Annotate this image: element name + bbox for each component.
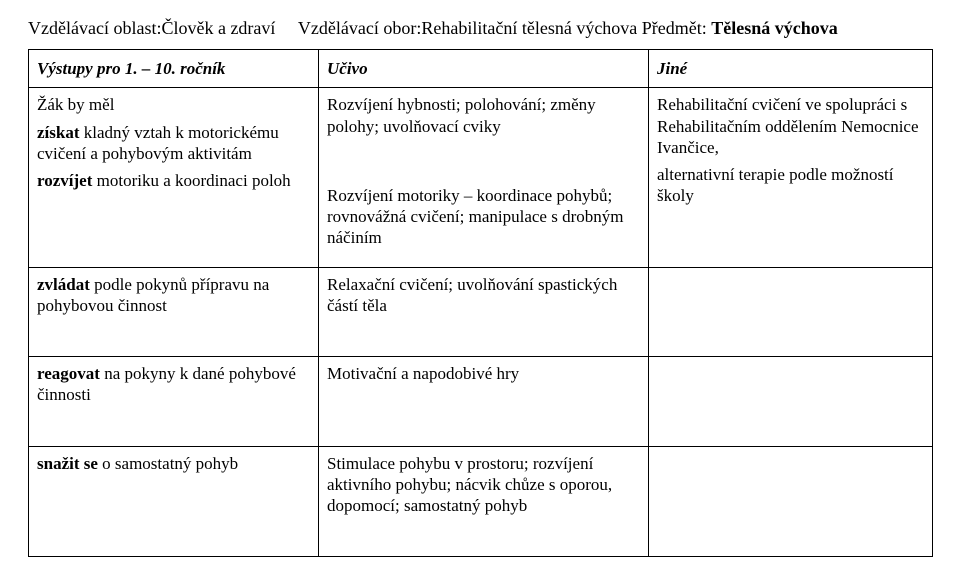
- other-text: Rehabilitační cvičení ve spolupráci s Re…: [657, 94, 924, 158]
- cell-other: [649, 446, 933, 557]
- field-label: Vzdělávací obor:: [298, 18, 421, 38]
- field-value: Rehabilitační tělesná výchova: [421, 18, 637, 38]
- col-header-curriculum: Učivo: [319, 50, 649, 88]
- cell-outcomes: snažit se o samostatný pohyb: [29, 446, 319, 557]
- curriculum-table: Výstupy pro 1. – 10. ročník Učivo Jiné Ž…: [28, 49, 933, 557]
- outcome-verb: reagovat: [37, 364, 100, 383]
- other-text: alternativní terapie podle možností škol…: [657, 164, 924, 207]
- outcome-verb: zvládat: [37, 275, 90, 294]
- cell-other: Rehabilitační cvičení ve spolupráci s Re…: [649, 88, 933, 267]
- table-row: snažit se o samostatný pohyb Stimulace p…: [29, 446, 933, 557]
- cell-curriculum: Stimulace pohybu v prostoru; rozvíjení a…: [319, 446, 649, 557]
- outcome-verb: získat: [37, 123, 80, 142]
- outcome-line: rozvíjet motoriku a koordinaci poloh: [37, 170, 310, 191]
- outcome-verb: rozvíjet: [37, 171, 92, 190]
- cell-curriculum: Motivační a napodobivé hry: [319, 357, 649, 447]
- cell-other: [649, 357, 933, 447]
- cell-curriculum: Relaxační cvičení; uvolňování spastickýc…: [319, 267, 649, 357]
- subject-label: Předmět:: [642, 18, 712, 38]
- area-value: Člověk a zdraví: [161, 18, 275, 38]
- pupil-should: Žák by měl: [37, 94, 310, 115]
- table-row: zvládat podle pokynů přípravu na pohybov…: [29, 267, 933, 357]
- field-block: Vzdělávací obor:Rehabilitační tělesná vý…: [298, 18, 838, 38]
- col-header-outcomes: Výstupy pro 1. – 10. ročník: [29, 50, 319, 88]
- cell-other: [649, 267, 933, 357]
- outcome-line: získat kladný vztah k motorickému cvičen…: [37, 122, 310, 165]
- table-header-row: Výstupy pro 1. – 10. ročník Učivo Jiné: [29, 50, 933, 88]
- table-row: reagovat na pokyny k dané pohybové činno…: [29, 357, 933, 447]
- table-row: Žák by měl získat kladný vztah k motoric…: [29, 88, 933, 267]
- area-label: Vzdělávací oblast:: [28, 18, 161, 38]
- cell-outcomes: Žák by měl získat kladný vztah k motoric…: [29, 88, 319, 267]
- outcome-text: motoriku a koordinaci poloh: [92, 171, 290, 190]
- document-page: Vzdělávací oblast:Člověk a zdraví Vzdělá…: [0, 0, 960, 575]
- outcome-text: o samostatný pohyb: [98, 454, 238, 473]
- area-block: Vzdělávací oblast:Člověk a zdraví: [28, 18, 280, 38]
- outcome-verb: snažit se: [37, 454, 98, 473]
- col-header-other: Jiné: [649, 50, 933, 88]
- cell-outcomes: reagovat na pokyny k dané pohybové činno…: [29, 357, 319, 447]
- subject-value: Tělesná výchova: [711, 18, 838, 38]
- curriculum-text: Rozvíjení motoriky – koordinace pohybů; …: [327, 185, 640, 249]
- cell-outcomes: zvládat podle pokynů přípravu na pohybov…: [29, 267, 319, 357]
- header-line: Vzdělávací oblast:Člověk a zdraví Vzdělá…: [28, 18, 932, 39]
- cell-curriculum: Rozvíjení hybnosti; polohování; změny po…: [319, 88, 649, 267]
- curriculum-text: Rozvíjení hybnosti; polohování; změny po…: [327, 94, 640, 137]
